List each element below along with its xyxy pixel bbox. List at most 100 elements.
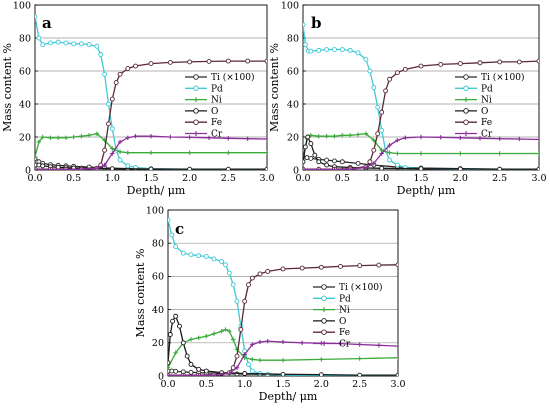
data-point xyxy=(324,162,330,168)
y-tick-label: 0 xyxy=(293,165,299,176)
legend-marker xyxy=(321,295,327,302)
series-o xyxy=(168,313,398,376)
data-point xyxy=(497,166,503,170)
data-point xyxy=(204,333,209,339)
data-point xyxy=(196,366,202,372)
data-point xyxy=(305,134,311,140)
data-point xyxy=(246,282,251,288)
data-point xyxy=(357,342,362,347)
series-line xyxy=(303,24,539,170)
data-point xyxy=(170,318,176,324)
x-tick-label: 2.5 xyxy=(492,173,507,184)
data-point xyxy=(363,131,369,136)
data-point xyxy=(234,365,240,370)
y-tick-label: 20 xyxy=(287,132,299,143)
legend-label: Ni xyxy=(211,96,222,106)
data-point xyxy=(148,133,154,139)
legend-marker xyxy=(463,108,469,114)
data-point xyxy=(211,331,217,336)
data-point xyxy=(402,66,408,72)
data-point xyxy=(250,357,255,362)
y-tick-label: 80 xyxy=(287,33,299,44)
y-axis-label: Mass content % xyxy=(134,249,147,338)
data-point xyxy=(35,162,38,168)
legend-marker xyxy=(193,108,199,114)
legend-marker xyxy=(463,131,469,136)
data-point xyxy=(395,372,398,376)
data-point xyxy=(98,52,104,57)
data-point xyxy=(168,373,171,376)
data-point xyxy=(357,263,363,269)
legend-label: O xyxy=(339,317,346,327)
data-point xyxy=(316,133,321,139)
y-tick-label: 40 xyxy=(19,99,31,110)
data-point xyxy=(379,165,385,170)
x-tick-label: 0.0 xyxy=(160,379,175,390)
panel-label: b xyxy=(311,14,322,32)
data-point xyxy=(40,163,46,169)
data-point xyxy=(265,268,271,274)
legend-label: Fe xyxy=(481,118,492,128)
legend-marker xyxy=(193,74,199,80)
chart-panel-c: 0 20 40 60 80 100 0.0 0.5 1.0 1.5 2.0 2.5 3.0 Depth/ … xyxy=(134,205,406,403)
x-axis-label: Depth/ μm xyxy=(259,390,318,403)
data-point xyxy=(308,141,314,147)
x-tick-label: 0.0 xyxy=(27,173,42,184)
series-o xyxy=(303,134,539,170)
data-point xyxy=(418,151,424,156)
data-point xyxy=(117,139,123,145)
data-point xyxy=(63,40,69,46)
data-point xyxy=(340,133,345,138)
data-point xyxy=(117,71,123,77)
data-point xyxy=(383,88,389,94)
y-tick-label: 60 xyxy=(287,66,299,77)
y-tick-label: 40 xyxy=(287,99,299,110)
data-point xyxy=(226,136,231,141)
y-tick-label: 80 xyxy=(19,33,31,44)
data-point xyxy=(223,327,228,332)
data-point xyxy=(148,150,154,155)
y-axis-label: Mass content % xyxy=(1,43,14,132)
data-point xyxy=(177,323,182,329)
data-point xyxy=(403,135,408,141)
data-point xyxy=(477,136,483,141)
data-point xyxy=(109,126,115,132)
data-point xyxy=(181,373,186,376)
data-point xyxy=(332,158,337,164)
data-point xyxy=(376,262,382,268)
data-point xyxy=(249,368,255,374)
data-point xyxy=(477,60,483,66)
legend-label: Ti (×100) xyxy=(211,72,254,83)
data-point xyxy=(316,159,322,165)
y-tick-label: 0 xyxy=(25,165,31,176)
data-point xyxy=(316,167,321,170)
data-point xyxy=(395,151,400,156)
x-tick-label: 3.0 xyxy=(259,173,274,184)
data-point xyxy=(234,298,240,304)
y-tick-label: 100 xyxy=(13,0,31,11)
data-point xyxy=(250,342,255,347)
data-point xyxy=(226,150,231,155)
data-point xyxy=(133,63,138,69)
data-point xyxy=(371,138,376,143)
series-ni xyxy=(168,327,398,370)
data-point xyxy=(125,163,131,169)
data-point xyxy=(117,157,123,163)
data-point xyxy=(168,332,173,337)
data-point xyxy=(86,133,92,138)
data-point xyxy=(168,360,171,366)
x-tick-label: 1.5 xyxy=(413,173,428,184)
data-point xyxy=(196,373,201,376)
data-point xyxy=(245,58,251,64)
data-point xyxy=(225,166,231,170)
x-tick-label: 0.5 xyxy=(66,173,81,184)
x-tick-label: 0.5 xyxy=(335,173,350,184)
data-point xyxy=(299,340,305,345)
data-point xyxy=(234,353,240,359)
data-point xyxy=(457,61,463,67)
data-point xyxy=(94,131,100,136)
data-point xyxy=(196,253,202,259)
data-point xyxy=(418,134,424,140)
legend-marker xyxy=(463,97,469,103)
legend-marker xyxy=(193,119,199,125)
